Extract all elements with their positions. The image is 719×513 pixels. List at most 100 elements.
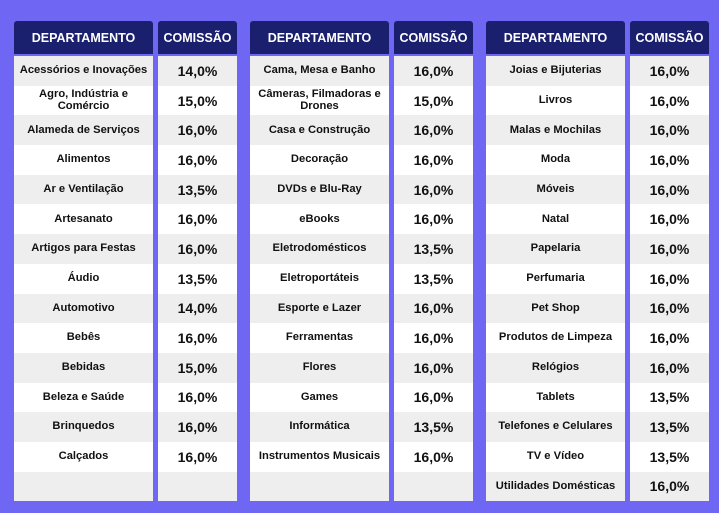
commission-cell: 16,0% <box>394 293 473 324</box>
commission-cells: 16,0% 15,0% 16,0% 16,0% 16,0% 16,0% 13,5% 13,5%… <box>394 56 473 502</box>
department-cell <box>250 471 389 502</box>
commission-cell: 16,0% <box>630 115 709 146</box>
department-column: DEPARTAMENTO Joias e Bijuterias Livros Mal… <box>486 21 625 502</box>
commission-cell: 16,0% <box>630 174 709 205</box>
department-cell: Decoração <box>250 145 389 175</box>
commission-cell: 16,0% <box>630 204 709 235</box>
department-cell: Relógios <box>486 352 625 383</box>
department-cell: Pet Shop <box>486 293 625 324</box>
department-cell: Tablets <box>486 382 625 413</box>
department-cell: Livros <box>486 85 625 116</box>
department-cell: Móveis <box>486 174 625 205</box>
department-header: DEPARTAMENTO <box>14 21 153 54</box>
commission-cell: 16,0% <box>158 441 237 472</box>
commission-cell: 16,0% <box>394 441 473 472</box>
commission-cell: 13,5% <box>394 412 473 442</box>
department-cell: Papelaria <box>486 234 625 264</box>
department-cell: Ferramentas <box>250 323 389 353</box>
commission-cell <box>394 471 473 502</box>
commission-cell: 16,0% <box>394 56 473 86</box>
department-cell: Natal <box>486 204 625 235</box>
department-cell: Games <box>250 382 389 413</box>
commission-cell: 16,0% <box>630 234 709 264</box>
commission-cell: 16,0% <box>394 174 473 205</box>
department-cell: Artigos para Festas <box>14 234 153 264</box>
department-cell: Alimentos <box>14 145 153 175</box>
department-cell: Casa e Construção <box>250 115 389 146</box>
commission-header: COMISSÃO <box>158 21 237 54</box>
department-cell: Esporte e Lazer <box>250 293 389 324</box>
commission-cell: 16,0% <box>394 323 473 353</box>
commission-column: COMISSÃO 16,0% 16,0% 16,0% 16,0% 16,0% 16,0% 1… <box>630 21 709 502</box>
commission-cell: 16,0% <box>630 56 709 86</box>
table-group-2: DEPARTAMENTO Cama, Mesa e Banho Câmeras, … <box>250 21 473 502</box>
commission-cell: 16,0% <box>630 323 709 353</box>
department-cell: Joias e Bijuterias <box>486 56 625 86</box>
commission-cell: 13,5% <box>158 174 237 205</box>
commission-cell: 13,5% <box>630 441 709 472</box>
department-cell: Produtos de Limpeza <box>486 323 625 353</box>
commission-cell: 16,0% <box>158 412 237 442</box>
commission-cell: 16,0% <box>394 204 473 235</box>
department-cell: Áudio <box>14 263 153 294</box>
commission-cell: 16,0% <box>394 115 473 146</box>
department-cell: Acessórios e Inovações <box>14 56 153 86</box>
department-cell: Perfumaria <box>486 263 625 294</box>
commission-cell: 15,0% <box>158 85 237 116</box>
commission-cell: 13,5% <box>394 234 473 264</box>
department-cell: Beleza e Saúde <box>14 382 153 413</box>
commission-cell: 16,0% <box>630 85 709 116</box>
department-cell: Eletrodomésticos <box>250 234 389 264</box>
commission-column: COMISSÃO 16,0% 15,0% 16,0% 16,0% 16,0% 16,0% 1… <box>394 21 473 502</box>
commission-cell: 16,0% <box>158 323 237 353</box>
department-cell: TV e Vídeo <box>486 441 625 472</box>
department-cell: Artesanato <box>14 204 153 235</box>
department-cell: Utilidades Domésticas <box>486 471 625 502</box>
department-cell: Brinquedos <box>14 412 153 442</box>
department-cell: Flores <box>250 352 389 383</box>
department-cell: Moda <box>486 145 625 175</box>
commission-cell: 16,0% <box>158 382 237 413</box>
commission-cells: 14,0% 15,0% 16,0% 16,0% 13,5% 16,0% 16,0% 13,5%… <box>158 56 237 502</box>
department-cell: Bebidas <box>14 352 153 383</box>
department-cells: Acessórios e Inovações Agro, Indústria e … <box>14 56 153 502</box>
commission-cell: 16,0% <box>630 352 709 383</box>
department-column: DEPARTAMENTO Acessórios e Inovações Agro,… <box>14 21 153 502</box>
department-cell: Automotivo <box>14 293 153 324</box>
department-cell: Eletroportáteis <box>250 263 389 294</box>
commission-cell: 16,0% <box>394 145 473 175</box>
department-cell: DVDs e Blu-Ray <box>250 174 389 205</box>
department-cell: Calçados <box>14 441 153 472</box>
commission-cell: 16,0% <box>158 115 237 146</box>
commission-cell: 16,0% <box>630 145 709 175</box>
department-cell: Ar e Ventilação <box>14 174 153 205</box>
commission-cell: 14,0% <box>158 293 237 324</box>
department-cells: Joias e Bijuterias Livros Malas e Mochilas… <box>486 56 625 502</box>
commission-cell: 16,0% <box>158 234 237 264</box>
department-cell: Telefones e Celulares <box>486 412 625 442</box>
commission-cell: 13,5% <box>158 263 237 294</box>
commission-cell: 16,0% <box>630 293 709 324</box>
commission-cells: 16,0% 16,0% 16,0% 16,0% 16,0% 16,0% 16,0% 16,0%… <box>630 56 709 502</box>
department-header: DEPARTAMENTO <box>486 21 625 54</box>
commission-cell: 16,0% <box>630 263 709 294</box>
department-cell: Instrumentos Musicais <box>250 441 389 472</box>
department-column: DEPARTAMENTO Cama, Mesa e Banho Câmeras, … <box>250 21 389 502</box>
commission-cell: 15,0% <box>394 85 473 116</box>
department-cell: Bebês <box>14 323 153 353</box>
commission-cell: 13,5% <box>630 412 709 442</box>
commission-cell: 16,0% <box>158 145 237 175</box>
commission-cell: 14,0% <box>158 56 237 86</box>
department-cell: Câmeras, Filmadoras e Drones <box>250 85 389 116</box>
table-group-3: DEPARTAMENTO Joias e Bijuterias Livros Mal… <box>486 21 709 502</box>
table-group-1: DEPARTAMENTO Acessórios e Inovações Agro,… <box>14 21 237 502</box>
commission-cell: 16,0% <box>394 382 473 413</box>
commission-header: COMISSÃO <box>394 21 473 54</box>
department-cell: Agro, Indústria e Comércio <box>14 85 153 116</box>
department-cell: Informática <box>250 412 389 442</box>
commission-cell: 16,0% <box>630 471 709 502</box>
commission-cell: 16,0% <box>158 204 237 235</box>
commission-header: COMISSÃO <box>630 21 709 54</box>
commission-cell: 16,0% <box>394 352 473 383</box>
department-header: DEPARTAMENTO <box>250 21 389 54</box>
